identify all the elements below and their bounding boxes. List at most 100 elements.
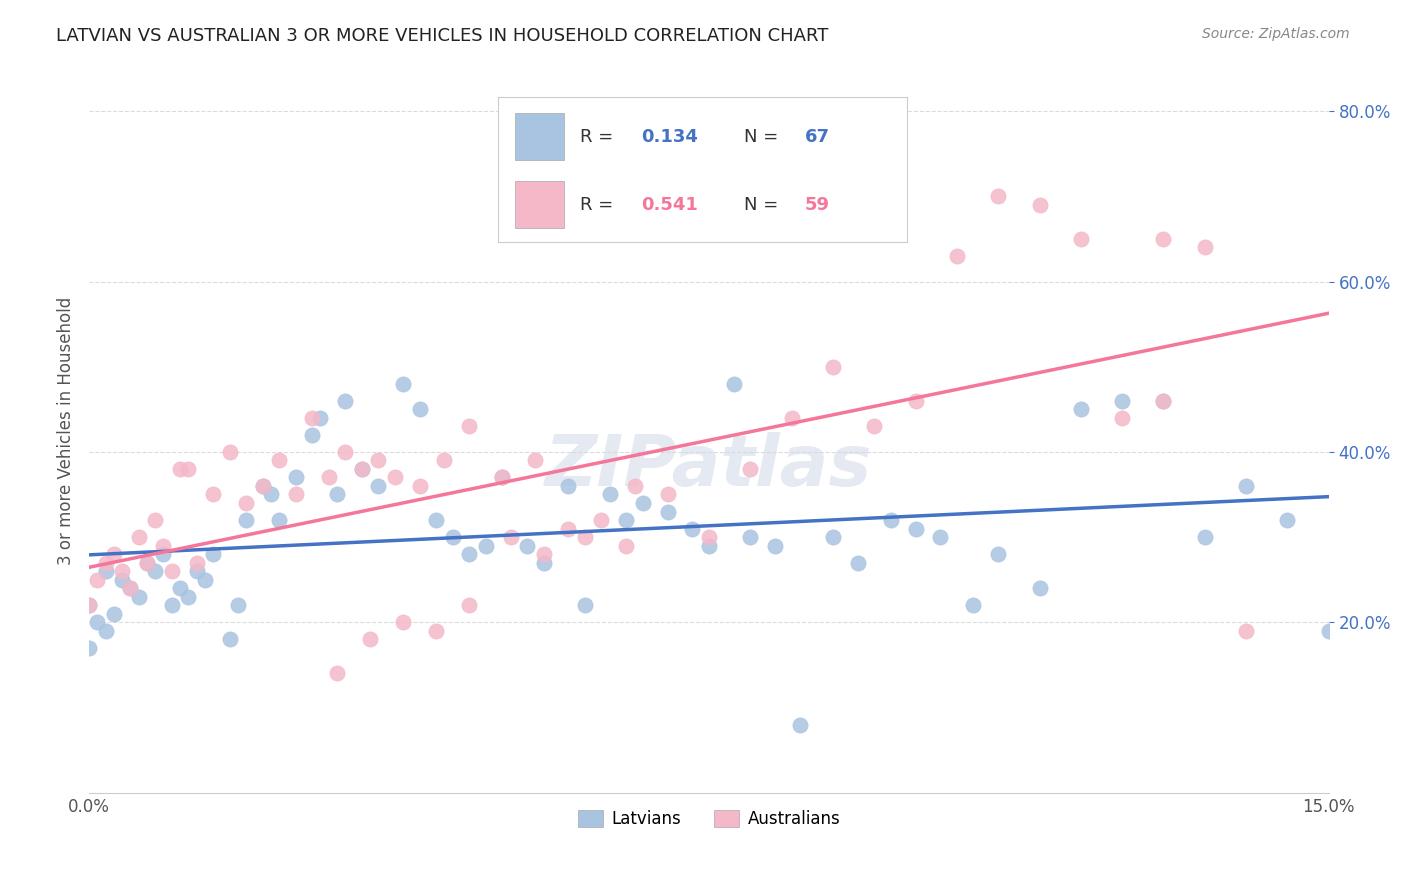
- Point: [458, 547, 481, 561]
- Point: [94, 624, 117, 638]
- Point: [904, 522, 927, 536]
- Point: [202, 487, 225, 501]
- Point: [335, 393, 357, 408]
- Point: [491, 470, 513, 484]
- Point: [252, 479, 274, 493]
- Point: [350, 462, 373, 476]
- Point: [128, 530, 150, 544]
- Point: [697, 530, 720, 544]
- Point: [780, 410, 803, 425]
- Point: [475, 539, 498, 553]
- Point: [359, 632, 381, 647]
- Point: [1153, 393, 1175, 408]
- Point: [1317, 624, 1340, 638]
- Point: [880, 513, 903, 527]
- Point: [94, 556, 117, 570]
- Y-axis label: 3 or more Vehicles in Household: 3 or more Vehicles in Household: [58, 296, 75, 565]
- Point: [309, 410, 332, 425]
- Point: [614, 513, 637, 527]
- Point: [350, 462, 373, 476]
- Point: [681, 522, 703, 536]
- Point: [120, 581, 142, 595]
- Point: [186, 564, 208, 578]
- Point: [433, 453, 456, 467]
- Point: [152, 547, 174, 561]
- Point: [1153, 393, 1175, 408]
- Point: [252, 479, 274, 493]
- Point: [408, 402, 430, 417]
- Point: [863, 419, 886, 434]
- Point: [120, 581, 142, 595]
- Point: [86, 573, 108, 587]
- Point: [987, 189, 1010, 203]
- Point: [623, 479, 645, 493]
- Point: [135, 556, 157, 570]
- Point: [987, 547, 1010, 561]
- Point: [135, 556, 157, 570]
- Point: [301, 427, 323, 442]
- Point: [260, 487, 283, 501]
- Point: [1111, 410, 1133, 425]
- Point: [169, 462, 191, 476]
- Point: [77, 599, 100, 613]
- Point: [821, 359, 844, 374]
- Point: [269, 453, 291, 467]
- Point: [367, 453, 389, 467]
- Point: [657, 487, 679, 501]
- Point: [143, 564, 166, 578]
- Point: [77, 640, 100, 655]
- Point: [524, 453, 547, 467]
- Point: [425, 624, 447, 638]
- Point: [723, 376, 745, 391]
- Point: [1277, 513, 1299, 527]
- Point: [1111, 393, 1133, 408]
- Point: [384, 470, 406, 484]
- Point: [1234, 624, 1257, 638]
- Point: [697, 539, 720, 553]
- Point: [218, 445, 240, 459]
- Point: [160, 599, 183, 613]
- Point: [499, 530, 522, 544]
- Point: [441, 530, 464, 544]
- Point: [194, 573, 217, 587]
- Point: [408, 479, 430, 493]
- Point: [1070, 232, 1092, 246]
- Point: [789, 717, 811, 731]
- Point: [77, 599, 100, 613]
- Point: [326, 487, 349, 501]
- Point: [226, 599, 249, 613]
- Point: [614, 539, 637, 553]
- Point: [284, 487, 307, 501]
- Point: [763, 539, 786, 553]
- Point: [591, 513, 613, 527]
- Point: [269, 513, 291, 527]
- Point: [392, 615, 415, 630]
- Point: [392, 376, 415, 391]
- Text: ZIPatlas: ZIPatlas: [546, 433, 873, 501]
- Point: [929, 530, 952, 544]
- Point: [103, 547, 125, 561]
- Point: [533, 547, 555, 561]
- Point: [1194, 240, 1216, 254]
- Point: [318, 470, 340, 484]
- Text: LATVIAN VS AUSTRALIAN 3 OR MORE VEHICLES IN HOUSEHOLD CORRELATION CHART: LATVIAN VS AUSTRALIAN 3 OR MORE VEHICLES…: [56, 27, 828, 45]
- Point: [143, 513, 166, 527]
- Text: Source: ZipAtlas.com: Source: ZipAtlas.com: [1202, 27, 1350, 41]
- Point: [177, 590, 200, 604]
- Point: [1028, 581, 1050, 595]
- Point: [631, 496, 654, 510]
- Point: [1234, 479, 1257, 493]
- Point: [111, 564, 134, 578]
- Point: [177, 462, 200, 476]
- Point: [284, 470, 307, 484]
- Point: [557, 479, 579, 493]
- Point: [821, 530, 844, 544]
- Legend: Latvians, Australians: Latvians, Australians: [571, 804, 846, 835]
- Point: [533, 556, 555, 570]
- Point: [160, 564, 183, 578]
- Point: [425, 513, 447, 527]
- Point: [846, 556, 869, 570]
- Point: [1028, 198, 1050, 212]
- Point: [740, 530, 762, 544]
- Point: [367, 479, 389, 493]
